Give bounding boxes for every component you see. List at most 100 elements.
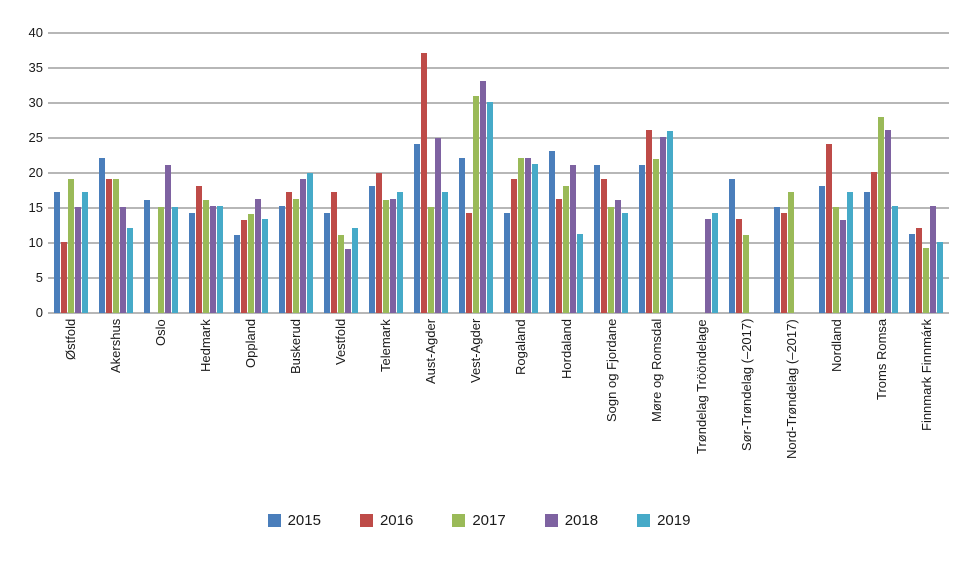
x-axis-category-label: Oslo xyxy=(153,319,169,346)
x-axis-category-label: Sør-Trøndelag (–2017) xyxy=(738,319,754,452)
gridline xyxy=(48,312,949,314)
bar-2015 xyxy=(864,191,871,313)
bar-2019 xyxy=(306,173,313,313)
x-axis-category-label: Rogaland xyxy=(513,319,529,375)
bar-2018 xyxy=(660,137,667,313)
bar-2016 xyxy=(240,219,247,313)
x-axis-category-label: Hordaland xyxy=(558,319,574,379)
bar-2017 xyxy=(427,206,434,313)
x-axis-category-label: Troms Romsa xyxy=(873,319,889,401)
y-axis-tick-label: 15 xyxy=(28,200,43,215)
bar-2015 xyxy=(549,151,556,313)
legend-item: 2017 xyxy=(452,512,506,529)
bar-2016 xyxy=(285,191,292,313)
legend-item: 2016 xyxy=(359,512,413,529)
bar-2018 xyxy=(389,198,396,313)
bar-group xyxy=(679,33,724,313)
bar-2018 xyxy=(705,219,712,313)
bar-group xyxy=(183,33,228,313)
bar-group xyxy=(363,33,408,313)
bar-2018 xyxy=(885,130,892,313)
x-axis-category-label: Aust-Agder xyxy=(423,319,439,385)
y-axis-tick-label: 20 xyxy=(28,165,43,180)
bar-2019 xyxy=(531,163,538,313)
legend-label: 2017 xyxy=(472,512,506,529)
bar-2018 xyxy=(930,205,937,313)
y-axis-tick-label: 5 xyxy=(35,270,43,285)
bar-2015 xyxy=(188,212,195,313)
bar-2019 xyxy=(441,191,448,313)
x-axis-category-label: Vest-Agder xyxy=(468,319,484,384)
bar-2017 xyxy=(472,96,479,313)
x-axis-category-cell: Buskerud xyxy=(273,319,318,475)
bar-2015 xyxy=(729,179,736,313)
gridline xyxy=(48,172,949,174)
x-axis-category-cell: Østfold xyxy=(48,319,93,475)
y-axis-tick-label: 25 xyxy=(28,130,43,145)
bar-group xyxy=(814,33,859,313)
x-axis-category-cell: Vestfold xyxy=(318,319,363,475)
legend-item: 2018 xyxy=(544,512,598,529)
bar-2016 xyxy=(510,178,517,313)
bar-2016 xyxy=(105,178,112,313)
bar-2015 xyxy=(53,191,60,313)
bar-group xyxy=(273,33,318,313)
bar-2018 xyxy=(344,248,351,313)
bar-group xyxy=(228,33,273,313)
bar-2015 xyxy=(413,144,420,313)
bar-2015 xyxy=(458,157,465,313)
bar-group xyxy=(769,33,814,313)
bar-2017 xyxy=(292,198,299,313)
bar-2018 xyxy=(164,164,171,313)
bar-2016 xyxy=(465,212,472,313)
bar-2016 xyxy=(556,198,563,313)
bar-2017 xyxy=(833,206,840,313)
bar-2019 xyxy=(81,191,88,313)
bar-2019 xyxy=(126,227,133,313)
x-axis-category-label: Telemark xyxy=(378,319,394,372)
bar-2015 xyxy=(278,205,285,313)
x-axis-category-cell: Oslo xyxy=(138,319,183,475)
bar-2017 xyxy=(923,247,930,313)
x-axis-category-label: Sogn og Fjordane xyxy=(603,319,619,423)
bar-2016 xyxy=(916,227,923,313)
bar-2018 xyxy=(209,205,216,313)
x-axis-category-cell: Vest-Agder xyxy=(453,319,498,475)
bar-2019 xyxy=(351,227,358,313)
x-axis-category-cell: Troms Romsa xyxy=(859,319,904,475)
x-axis-category-cell: Nordland xyxy=(814,319,859,475)
bar-2019 xyxy=(171,206,178,313)
bar-group xyxy=(498,33,543,313)
bar-group xyxy=(724,33,769,313)
gridline xyxy=(48,242,949,244)
bar-2017 xyxy=(67,178,74,313)
bar-2015 xyxy=(233,234,240,313)
bar-2017 xyxy=(337,235,344,313)
gridline xyxy=(48,277,949,279)
bar-2018 xyxy=(119,206,126,313)
y-axis-tick-label: 30 xyxy=(28,95,43,110)
x-axis-category-cell: Trøndelag Trööndelage xyxy=(679,319,724,475)
bar-group xyxy=(634,33,679,313)
bar-2017 xyxy=(157,206,164,313)
y-axis-tick-label: 10 xyxy=(28,235,43,250)
legend-label: 2019 xyxy=(657,512,691,529)
bar-2019 xyxy=(577,233,584,313)
x-axis-category-cell: Sogn og Fjordane xyxy=(589,319,634,475)
bar-2016 xyxy=(375,173,382,313)
gridline xyxy=(48,67,949,69)
bar-2019 xyxy=(396,191,403,313)
x-axis-category-label: Møre og Romsdal xyxy=(648,319,664,423)
y-axis-tick-label: 0 xyxy=(35,305,43,320)
bar-group xyxy=(544,33,589,313)
bar-2018 xyxy=(840,219,847,313)
bar-group xyxy=(589,33,634,313)
bar-2016 xyxy=(646,130,653,313)
x-axis-category-label: Finnmark Finnmárk xyxy=(918,319,934,431)
bar-group xyxy=(904,33,949,313)
legend-swatch-2015 xyxy=(267,514,281,527)
bar-group xyxy=(318,33,363,313)
bar-2019 xyxy=(667,131,674,313)
bar-2018 xyxy=(434,138,441,313)
